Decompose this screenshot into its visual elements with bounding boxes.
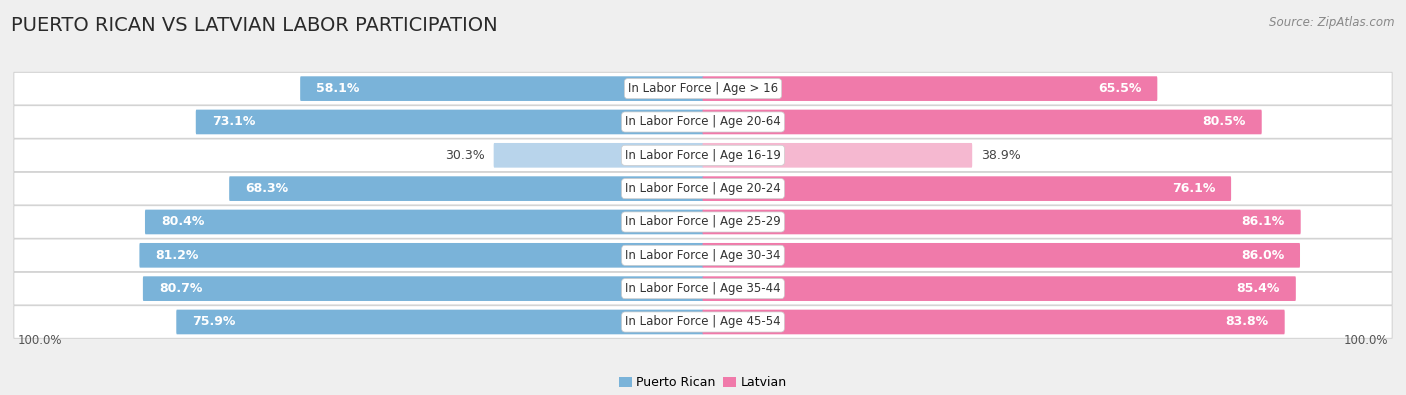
- Text: 100.0%: 100.0%: [17, 335, 62, 348]
- FancyBboxPatch shape: [703, 76, 1157, 101]
- FancyBboxPatch shape: [143, 276, 703, 301]
- Text: 73.1%: 73.1%: [212, 115, 254, 128]
- FancyBboxPatch shape: [14, 105, 1392, 138]
- Text: 83.8%: 83.8%: [1226, 316, 1268, 329]
- Text: 81.2%: 81.2%: [155, 249, 198, 262]
- Text: In Labor Force | Age 20-24: In Labor Force | Age 20-24: [626, 182, 780, 195]
- Text: In Labor Force | Age 35-44: In Labor Force | Age 35-44: [626, 282, 780, 295]
- FancyBboxPatch shape: [176, 310, 703, 334]
- FancyBboxPatch shape: [703, 210, 1301, 234]
- FancyBboxPatch shape: [703, 243, 1301, 268]
- FancyBboxPatch shape: [14, 72, 1392, 105]
- FancyBboxPatch shape: [14, 206, 1392, 238]
- Text: PUERTO RICAN VS LATVIAN LABOR PARTICIPATION: PUERTO RICAN VS LATVIAN LABOR PARTICIPAT…: [11, 16, 498, 35]
- Text: 58.1%: 58.1%: [316, 82, 360, 95]
- FancyBboxPatch shape: [14, 272, 1392, 305]
- Text: 65.5%: 65.5%: [1098, 82, 1142, 95]
- FancyBboxPatch shape: [14, 172, 1392, 205]
- FancyBboxPatch shape: [703, 176, 1232, 201]
- Text: 68.3%: 68.3%: [245, 182, 288, 195]
- Text: 85.4%: 85.4%: [1237, 282, 1279, 295]
- FancyBboxPatch shape: [145, 210, 703, 234]
- FancyBboxPatch shape: [703, 110, 1261, 134]
- Text: 80.5%: 80.5%: [1202, 115, 1246, 128]
- Text: 80.4%: 80.4%: [160, 216, 204, 228]
- FancyBboxPatch shape: [229, 176, 703, 201]
- Text: In Labor Force | Age 25-29: In Labor Force | Age 25-29: [626, 216, 780, 228]
- FancyBboxPatch shape: [703, 276, 1296, 301]
- Text: 80.7%: 80.7%: [159, 282, 202, 295]
- FancyBboxPatch shape: [703, 143, 972, 167]
- Text: 75.9%: 75.9%: [193, 316, 236, 329]
- Text: In Labor Force | Age 30-34: In Labor Force | Age 30-34: [626, 249, 780, 262]
- Text: 76.1%: 76.1%: [1171, 182, 1215, 195]
- Text: 38.9%: 38.9%: [981, 149, 1021, 162]
- Text: In Labor Force | Age > 16: In Labor Force | Age > 16: [628, 82, 778, 95]
- FancyBboxPatch shape: [14, 139, 1392, 172]
- Text: Source: ZipAtlas.com: Source: ZipAtlas.com: [1270, 16, 1395, 29]
- Text: In Labor Force | Age 20-64: In Labor Force | Age 20-64: [626, 115, 780, 128]
- FancyBboxPatch shape: [299, 76, 703, 101]
- FancyBboxPatch shape: [195, 110, 703, 134]
- Legend: Puerto Rican, Latvian: Puerto Rican, Latvian: [619, 376, 787, 389]
- FancyBboxPatch shape: [139, 243, 703, 268]
- Text: 30.3%: 30.3%: [446, 149, 485, 162]
- Text: 86.0%: 86.0%: [1241, 249, 1284, 262]
- Text: 86.1%: 86.1%: [1241, 216, 1285, 228]
- Text: In Labor Force | Age 45-54: In Labor Force | Age 45-54: [626, 316, 780, 329]
- FancyBboxPatch shape: [14, 306, 1392, 338]
- FancyBboxPatch shape: [703, 310, 1285, 334]
- FancyBboxPatch shape: [14, 239, 1392, 272]
- Text: In Labor Force | Age 16-19: In Labor Force | Age 16-19: [626, 149, 780, 162]
- FancyBboxPatch shape: [494, 143, 703, 167]
- Text: 100.0%: 100.0%: [1344, 335, 1389, 348]
